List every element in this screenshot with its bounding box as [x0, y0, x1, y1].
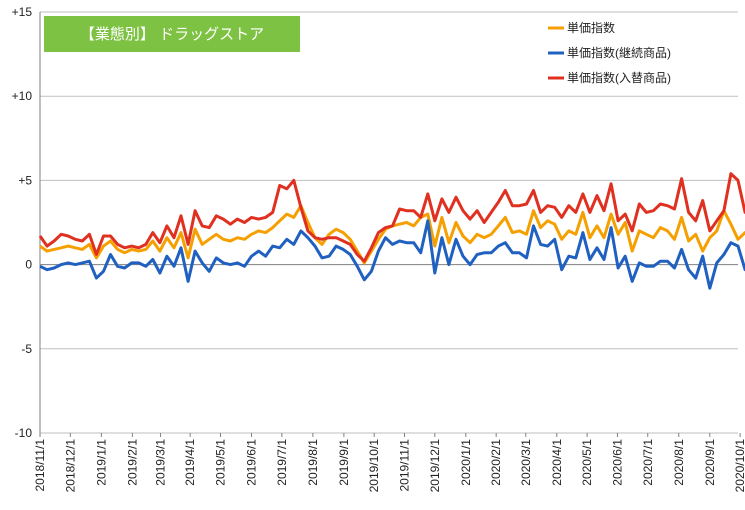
x-tick-label: 2020/6/1 [610, 439, 624, 486]
legend-label: 単価指数(継続商品) [567, 45, 671, 60]
y-tick-labels: +15 +10 +5 0 -5 -10 [12, 5, 33, 440]
y-tick-label: -10 [15, 426, 33, 440]
x-tick-label: 2019/9/1 [337, 439, 351, 486]
x-tick-label: 2019/3/1 [154, 439, 168, 486]
series-line-2 [38, 172, 745, 263]
x-tick-label: 2019/7/1 [275, 439, 289, 486]
x-tick-label: 2019/6/1 [245, 439, 259, 486]
legend-label: 単価指数(入替商品) [567, 70, 671, 85]
chart-title-box: 【業態別】 ドラッグストア [44, 16, 300, 52]
x-tick-label: 2018/11/1 [33, 439, 47, 492]
series-lines [38, 172, 745, 290]
x-tick-label: 2020/7/1 [641, 439, 655, 486]
y-tick-label: +10 [12, 89, 33, 103]
x-tick-label: 2019/5/1 [213, 439, 227, 486]
x-tick-label: 2019/4/1 [183, 439, 197, 486]
x-tick-label: 2019/10/1 [367, 439, 381, 493]
x-tick-label: 2019/8/1 [306, 439, 320, 486]
y-tick-label: 0 [25, 258, 32, 272]
x-tick-label: 2020/5/1 [580, 439, 594, 486]
grid-lines [40, 11, 738, 434]
x-tick-label: 2020/9/1 [703, 439, 717, 486]
x-tick-label: 2019/11/1 [398, 439, 412, 492]
y-tick-label: +15 [12, 5, 33, 19]
chart-title-background [44, 16, 300, 52]
y-tick-label: -5 [21, 342, 32, 356]
x-tick-label: 2020/4/1 [550, 439, 564, 486]
legend-label: 単価指数 [567, 20, 615, 35]
y-tick-label: +5 [18, 173, 32, 187]
x-tick-label: 2020/8/1 [672, 439, 686, 486]
series-line-1 [39, 219, 745, 290]
x-tick-labels: 2018/11/1 2018/12/1 2019/1/1 2019/2/1 2019/3… [33, 433, 745, 492]
x-tick-label: 2019/2/1 [125, 439, 139, 486]
x-tick-label: 2020/10/1 [733, 439, 745, 493]
x-tick-label: 2018/12/1 [63, 439, 77, 493]
x-tick-label: 2020/3/1 [519, 439, 533, 486]
x-tick-label: 2020/2/1 [489, 439, 503, 486]
series-line-0 [39, 204, 745, 265]
chart-title: 【業態別】 ドラッグストア [80, 26, 264, 43]
x-tick-label: 2019/12/1 [428, 439, 442, 493]
x-tick-label: 2020/1/1 [459, 439, 473, 486]
x-tick-label: 2019/1/1 [94, 439, 108, 486]
